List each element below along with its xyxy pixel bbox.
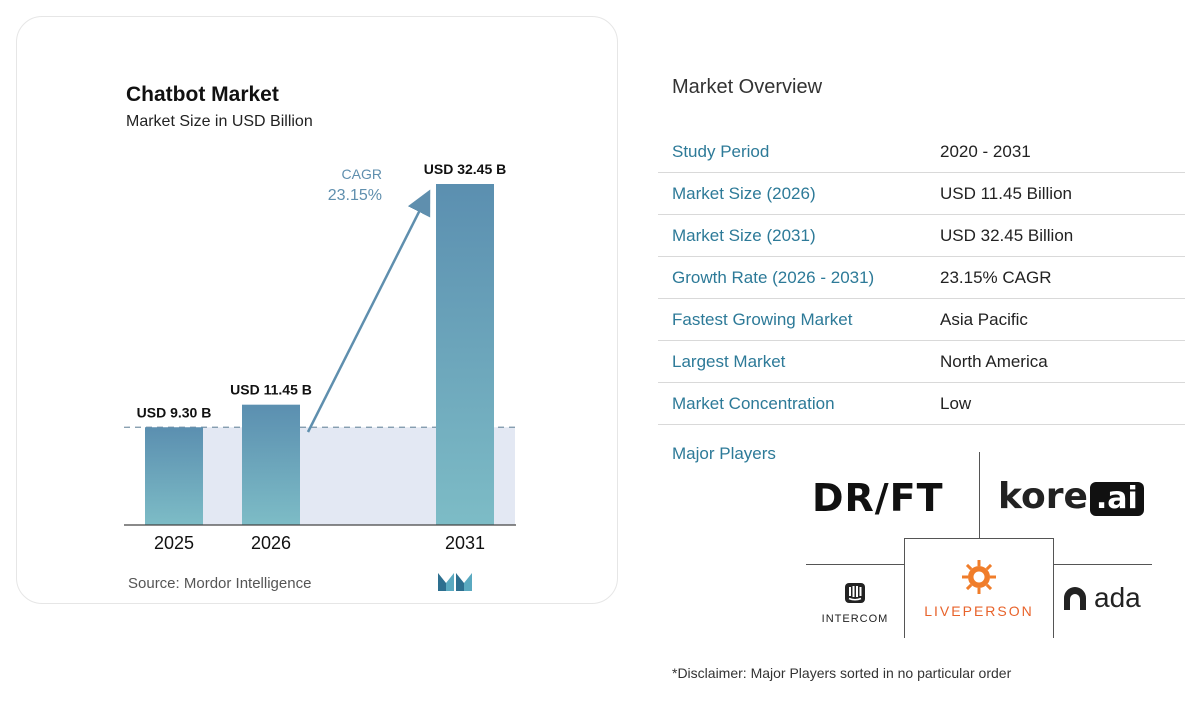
- overview-value: USD 11.45 Billion: [940, 183, 1072, 203]
- divider: [806, 564, 904, 565]
- divider: [979, 452, 980, 538]
- x-tick-label-2025: 2025: [154, 533, 194, 553]
- overview-label: Study Period: [672, 141, 770, 161]
- overview-row-largest-market: Largest Market North America: [658, 341, 1185, 383]
- overview-value: 2020 - 2031: [940, 141, 1031, 161]
- overview-value: USD 32.45 Billion: [940, 225, 1074, 245]
- liveperson-logo: LIVEPERSON: [904, 560, 1054, 619]
- market-overview-table: Study Period 2020 - 2031 Market Size (20…: [658, 131, 1185, 425]
- x-tick-label-2031: 2031: [445, 533, 485, 553]
- overview-label: Fastest Growing Market: [672, 309, 853, 329]
- cagr-arrow: [306, 189, 431, 433]
- overview-row-growth-rate: Growth Rate (2026 - 2031) 23.15% CAGR: [658, 257, 1185, 299]
- overview-label: Market Size (2026): [672, 183, 816, 203]
- bar-chart: USD 9.30 B 2025 USD 11.45 B 2026 USD 32.45 B…: [124, 161, 516, 553]
- divider: [1054, 564, 1152, 565]
- drift-logo: DR/FT: [812, 476, 944, 520]
- cagr-label: CAGR: [342, 166, 382, 182]
- overview-row-study-period: Study Period 2020 - 2031: [658, 131, 1185, 173]
- overview-row-market-size-2031: Market Size (2031) USD 32.45 Billion: [658, 215, 1185, 257]
- value-label-2025: USD 9.30 B: [137, 404, 212, 420]
- overview-value: Low: [940, 393, 972, 413]
- bar-2031: [436, 184, 494, 525]
- overview-row-market-size-2026: Market Size (2026) USD 11.45 Billion: [658, 173, 1185, 215]
- market-overview-title: Market Overview: [672, 76, 823, 98]
- overview-row-market-concentration: Market Concentration Low: [658, 383, 1185, 425]
- overview-label: Market Concentration: [672, 393, 835, 413]
- bar-2025: [145, 427, 203, 525]
- overview-label: Largest Market: [672, 351, 786, 371]
- overview-value: 23.15% CAGR: [940, 267, 1052, 287]
- kore-ai-badge: .ai: [1089, 482, 1144, 516]
- disclaimer: *Disclaimer: Major Players sorted in no …: [672, 665, 1012, 681]
- chart-source: Source: Mordor Intelligence: [128, 575, 312, 592]
- kore-ai-logo: kore .ai: [998, 476, 1144, 517]
- intercom-logo: INTERCOM: [820, 582, 890, 625]
- value-label-2031: USD 32.45 B: [424, 161, 506, 177]
- x-tick-label-2026: 2026: [251, 533, 291, 553]
- overview-value: Asia Pacific: [940, 309, 1028, 329]
- overview-value: North America: [940, 351, 1048, 371]
- major-players-label: Major Players: [672, 444, 776, 463]
- chart-subtitle: Market Size in USD Billion: [126, 113, 313, 130]
- overview-label: Market Size (2031): [672, 225, 816, 245]
- liveperson-sun-icon: [962, 560, 996, 594]
- major-players-grid: DR/FT kore .ai INTERCOM: [806, 452, 1152, 638]
- overview-label: Growth Rate (2026 - 2031): [672, 267, 875, 287]
- chart-title: Chatbot Market: [126, 83, 279, 106]
- intercom-icon: [845, 583, 865, 603]
- overview-row-fastest-growing-market: Fastest Growing Market Asia Pacific: [658, 299, 1185, 341]
- cagr-value: 23.15%: [328, 187, 382, 204]
- ada-logo: ada: [1062, 582, 1141, 614]
- ada-icon: [1064, 587, 1086, 610]
- liveperson-text: LIVEPERSON: [924, 603, 1034, 619]
- kore-text: kore: [998, 476, 1088, 517]
- mordor-intelligence-logo: [438, 573, 472, 591]
- intercom-text: INTERCOM: [821, 613, 889, 625]
- value-label-2026: USD 11.45 B: [230, 382, 312, 398]
- bar-2026: [242, 404, 300, 525]
- ada-text: ada: [1094, 582, 1141, 613]
